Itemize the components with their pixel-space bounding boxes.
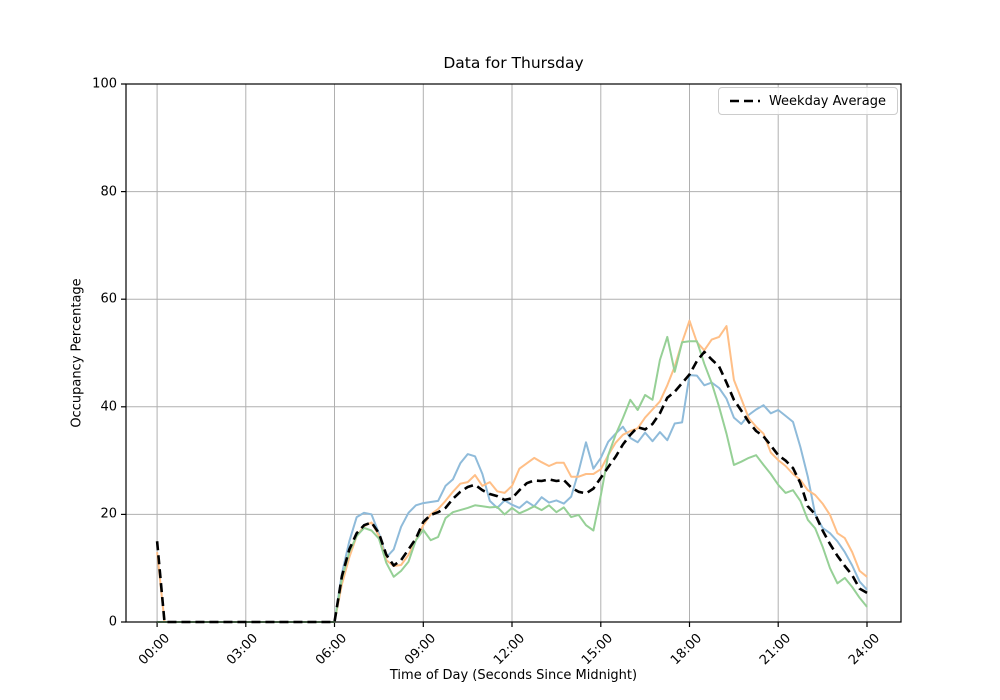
x-tick-label: 18:00: [668, 631, 706, 669]
x-tick-label: 12:00: [490, 631, 528, 669]
y-tick-label: 20: [100, 506, 117, 522]
x-tick-label: 15:00: [579, 631, 617, 669]
y-axis-label: Occupancy Percentage: [69, 278, 85, 428]
x-axis-label: Time of Day (Seconds Since Midnight): [389, 668, 638, 683]
y-tick-label: 0: [108, 614, 117, 630]
x-tick-label: 06:00: [313, 631, 351, 669]
series-thursday-series-1: [157, 374, 868, 623]
series-thursday-series-2: [156, 319, 868, 623]
x-tick-label: 09:00: [401, 631, 439, 669]
legend: Weekday Average: [717, 87, 898, 115]
y-tick-label: 60: [100, 291, 117, 307]
x-tick-label: 21:00: [756, 631, 794, 669]
y-tick-label: 80: [100, 184, 117, 200]
x-tick-label: 03:00: [224, 631, 262, 669]
series-thursday-series-3: [157, 335, 868, 623]
y-tick-label: 100: [92, 76, 117, 92]
x-tick-label: 00:00: [135, 631, 173, 669]
chart-title: Data for Thursday: [443, 54, 584, 72]
x-tick-label: 24:00: [845, 631, 883, 669]
plot-area: [121, 83, 902, 627]
y-tick-label: 40: [100, 399, 117, 415]
legend-label: Weekday Average: [768, 93, 886, 109]
series-weekday-average: [155, 350, 868, 624]
legend-dashed-line-icon: [729, 99, 760, 103]
